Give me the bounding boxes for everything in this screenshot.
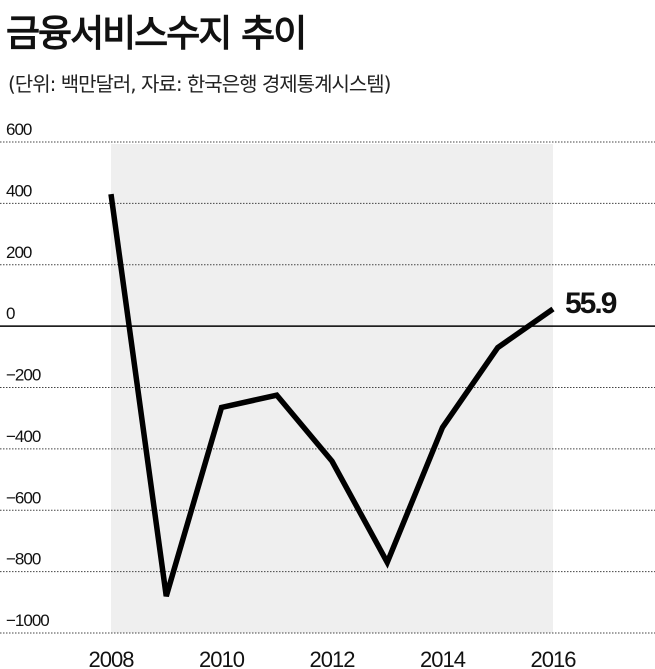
plot-shade	[111, 144, 553, 633]
y-tick-label: 200	[6, 243, 32, 262]
chart-title: 금융서비스수지 추이	[6, 12, 307, 55]
y-tick-label: 400	[6, 181, 32, 200]
y-tick-label: 600	[6, 120, 32, 139]
y-tick-label: −1000	[6, 611, 49, 630]
series-line	[108, 193, 555, 597]
last-value-label: 55.9	[565, 287, 617, 320]
chart-subtitle: (단위: 백만달러, 자료: 한국은행 경제통계시스템)	[8, 72, 391, 96]
x-tick-label: 2016	[531, 647, 577, 669]
y-tick-label: −800	[6, 550, 41, 569]
x-tick-label: 2010	[199, 647, 245, 669]
x-tick-label: 2014	[420, 647, 466, 669]
y-tick-label: −200	[6, 366, 41, 385]
x-tick-label: 2008	[89, 647, 135, 669]
y-tick-label: −400	[6, 427, 41, 446]
x-tick-label: 2012	[310, 647, 356, 669]
y-tick-label: −600	[6, 488, 41, 507]
y-tick-label: 0	[6, 304, 15, 323]
